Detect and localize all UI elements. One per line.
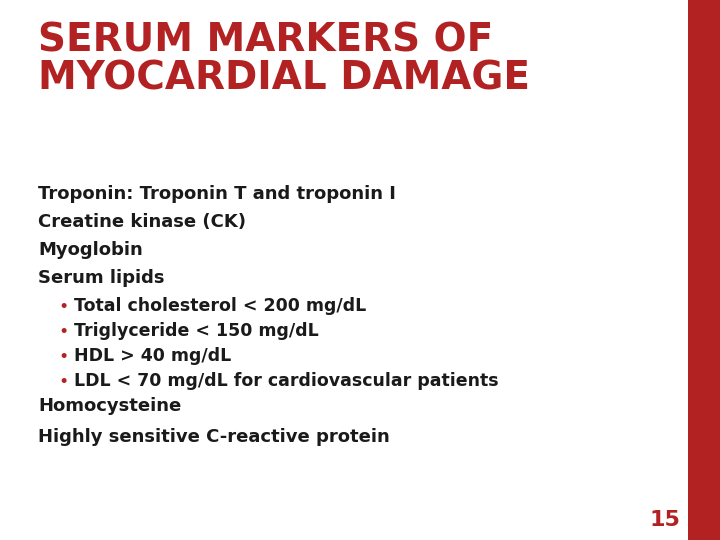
Text: SERUM MARKERS OF: SERUM MARKERS OF [38,22,493,60]
Text: Creatine kinase (CK): Creatine kinase (CK) [38,213,246,231]
Text: Myoglobin: Myoglobin [38,241,143,259]
Text: •: • [58,298,68,316]
Bar [688,0,720,540]
Text: HDL > 40 mg/dL: HDL > 40 mg/dL [74,347,231,365]
Text: Highly sensitive C-reactive protein: Highly sensitive C-reactive protein [38,428,390,446]
Text: MYOCARDIAL DAMAGE: MYOCARDIAL DAMAGE [38,60,530,98]
Text: 15: 15 [649,510,680,530]
Text: Serum lipids: Serum lipids [38,269,164,287]
Text: Total cholesterol < 200 mg/dL: Total cholesterol < 200 mg/dL [74,297,366,315]
Text: •: • [58,348,68,366]
Text: •: • [58,323,68,341]
Text: Triglyceride < 150 mg/dL: Triglyceride < 150 mg/dL [74,322,319,340]
Text: •: • [58,373,68,391]
Text: Troponin: Troponin T and troponin I: Troponin: Troponin T and troponin I [38,185,396,203]
Text: Homocysteine: Homocysteine [38,397,181,415]
Text: LDL < 70 mg/dL for cardiovascular patients: LDL < 70 mg/dL for cardiovascular patien… [74,372,499,390]
